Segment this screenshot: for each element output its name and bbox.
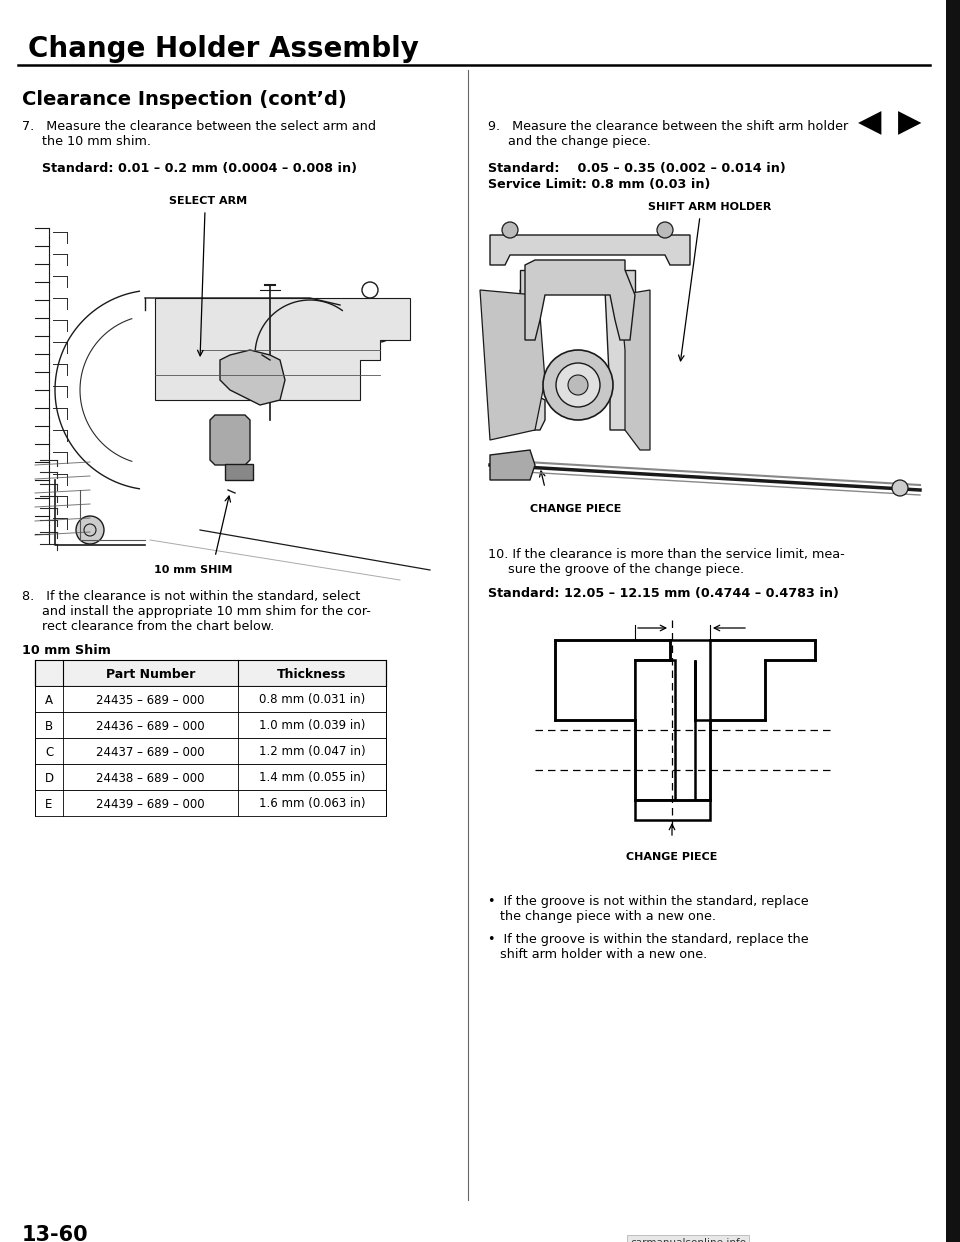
Polygon shape — [710, 640, 815, 720]
Text: SELECT ARM: SELECT ARM — [169, 196, 247, 206]
Text: shift arm holder with a new one.: shift arm holder with a new one. — [488, 948, 708, 961]
Text: A: A — [45, 693, 53, 707]
Circle shape — [502, 222, 518, 238]
Circle shape — [657, 222, 673, 238]
Text: carmanualsonline.info: carmanualsonline.info — [630, 1238, 746, 1242]
Text: 24435 – 689 – 000: 24435 – 689 – 000 — [96, 693, 204, 707]
Bar — [35, 660, 386, 686]
Text: and install the appropriate 10 mm shim for the cor-: and install the appropriate 10 mm shim f… — [22, 605, 371, 619]
Bar — [35, 686, 386, 712]
Text: 1.4 mm (0.055 in): 1.4 mm (0.055 in) — [259, 771, 365, 785]
Text: •  If the groove is not within the standard, replace: • If the groove is not within the standa… — [488, 895, 808, 908]
Text: •  If the groove is within the standard, replace the: • If the groove is within the standard, … — [488, 933, 808, 946]
Text: the change piece with a new one.: the change piece with a new one. — [488, 910, 716, 923]
Text: rect clearance from the chart below.: rect clearance from the chart below. — [22, 620, 275, 633]
Text: 8.   If the clearance is not within the standard, select: 8. If the clearance is not within the st… — [22, 590, 360, 604]
Text: Clearance Inspection (cont’d): Clearance Inspection (cont’d) — [22, 89, 347, 109]
Text: B: B — [45, 719, 53, 733]
Text: ◀: ◀ — [858, 108, 881, 137]
Text: 13-60: 13-60 — [22, 1225, 88, 1242]
Text: Standard:    0.05 – 0.35 (0.002 – 0.014 in): Standard: 0.05 – 0.35 (0.002 – 0.014 in) — [488, 161, 785, 175]
Polygon shape — [210, 415, 250, 465]
Text: 1.0 mm (0.039 in): 1.0 mm (0.039 in) — [259, 719, 365, 733]
Polygon shape — [620, 289, 650, 450]
Text: 7.   Measure the clearance between the select arm and: 7. Measure the clearance between the sel… — [22, 120, 376, 133]
Circle shape — [76, 515, 104, 544]
Text: 10 mm SHIM: 10 mm SHIM — [154, 565, 232, 575]
Text: D: D — [44, 771, 54, 785]
Text: 1.2 mm (0.047 in): 1.2 mm (0.047 in) — [258, 745, 366, 759]
Bar — [35, 790, 386, 816]
Bar — [946, 0, 960, 1242]
Text: 9.   Measure the clearance between the shift arm holder: 9. Measure the clearance between the shi… — [488, 120, 849, 133]
Text: Thickness: Thickness — [277, 667, 347, 681]
Circle shape — [892, 479, 908, 496]
Text: 24437 – 689 – 000: 24437 – 689 – 000 — [96, 745, 204, 759]
Polygon shape — [520, 289, 545, 430]
Polygon shape — [490, 235, 690, 265]
Text: SHIFT ARM HOLDER: SHIFT ARM HOLDER — [648, 202, 772, 212]
Text: CHANGE PIECE: CHANGE PIECE — [530, 504, 621, 514]
Text: 10 mm Shim: 10 mm Shim — [22, 645, 110, 657]
Polygon shape — [635, 800, 710, 820]
Bar — [225, 465, 253, 479]
Polygon shape — [480, 289, 545, 440]
Polygon shape — [695, 660, 710, 800]
Bar — [35, 764, 386, 790]
Text: E: E — [45, 797, 53, 811]
Polygon shape — [555, 640, 670, 720]
Text: ▶: ▶ — [899, 108, 922, 137]
Text: Service Limit: 0.8 mm (0.03 in): Service Limit: 0.8 mm (0.03 in) — [488, 178, 710, 191]
Text: Standard: 0.01 – 0.2 mm (0.0004 – 0.008 in): Standard: 0.01 – 0.2 mm (0.0004 – 0.008 … — [42, 161, 357, 175]
Text: Part Number: Part Number — [106, 667, 195, 681]
Text: 10. If the clearance is more than the service limit, mea-: 10. If the clearance is more than the se… — [488, 548, 845, 561]
Polygon shape — [635, 660, 675, 800]
Text: C: C — [45, 745, 53, 759]
Text: 24438 – 689 – 000: 24438 – 689 – 000 — [96, 771, 204, 785]
Circle shape — [543, 350, 613, 420]
Text: Standard: 12.05 – 12.15 mm (0.4744 – 0.4783 in): Standard: 12.05 – 12.15 mm (0.4744 – 0.4… — [488, 587, 839, 600]
Bar — [35, 738, 386, 764]
Text: 1.6 mm (0.063 in): 1.6 mm (0.063 in) — [259, 797, 365, 811]
Bar — [35, 712, 386, 738]
Text: Change Holder Assembly: Change Holder Assembly — [28, 35, 419, 63]
Polygon shape — [520, 270, 635, 301]
Polygon shape — [490, 450, 535, 479]
Text: CHANGE PIECE: CHANGE PIECE — [626, 852, 718, 862]
Text: sure the groove of the change piece.: sure the groove of the change piece. — [488, 563, 744, 576]
Polygon shape — [605, 289, 635, 430]
Circle shape — [556, 363, 600, 407]
Circle shape — [568, 375, 588, 395]
Text: the 10 mm shim.: the 10 mm shim. — [22, 135, 151, 148]
Polygon shape — [155, 298, 410, 400]
Text: 24439 – 689 – 000: 24439 – 689 – 000 — [96, 797, 204, 811]
Text: 24436 – 689 – 000: 24436 – 689 – 000 — [96, 719, 204, 733]
Polygon shape — [220, 350, 285, 405]
Text: 0.8 mm (0.031 in): 0.8 mm (0.031 in) — [259, 693, 365, 707]
Text: and the change piece.: and the change piece. — [488, 135, 651, 148]
Polygon shape — [525, 260, 635, 340]
